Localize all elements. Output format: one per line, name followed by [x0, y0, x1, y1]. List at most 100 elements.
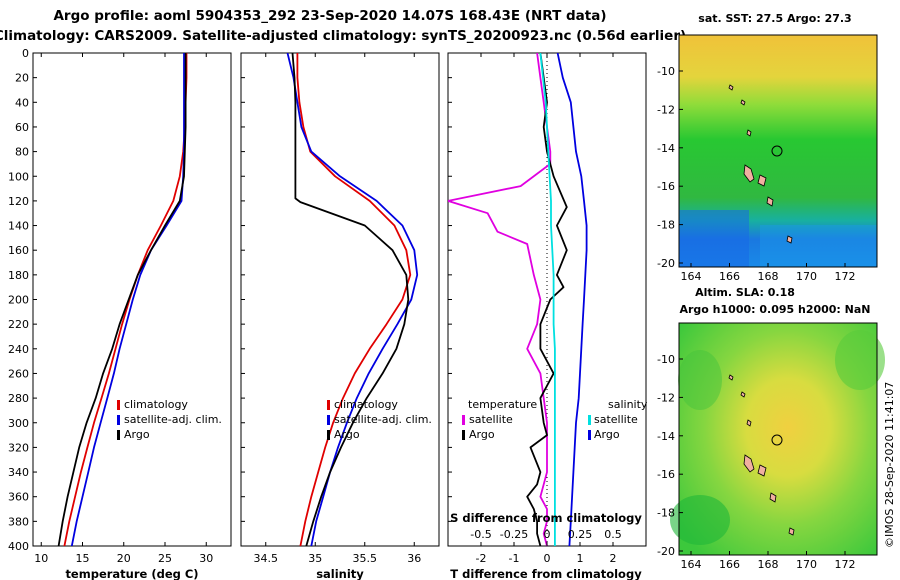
legend-label-argo: Argo [334, 428, 360, 441]
x-tick-label: 10 [34, 552, 48, 565]
island-shape [769, 492, 777, 503]
legend-label-temp-argo: Argo [469, 428, 495, 441]
legend-heading-salinity: salinity [608, 398, 648, 411]
depth-tick-label: 320 [8, 441, 29, 454]
lon-tick-label: 170 [796, 558, 817, 571]
legend-swatch-argo [117, 430, 120, 440]
x-tick-label: 1 [577, 552, 584, 565]
temperature-xlabel: temperature (deg C) [65, 567, 198, 580]
island-shape [728, 374, 734, 381]
title-line-2: Climatology: CARS2009. Satellite-adjuste… [0, 28, 686, 44]
lat-tick-label: -16 [657, 180, 675, 193]
depth-tick-label: 240 [8, 343, 29, 356]
depth-tick-label: 160 [8, 244, 29, 257]
island-shape [746, 129, 752, 137]
salinity-lines [286, 53, 419, 546]
island-shape [740, 391, 746, 398]
sst-map-axes: -10 -12 -14 -16 -18 -20 164 166 168 170 172 [657, 65, 855, 283]
x-tick-label: -1 [509, 552, 520, 565]
island-shape [757, 464, 767, 477]
sla-map-title-2: Argo h1000: 0.095 h2000: NaN [679, 303, 870, 316]
lon-tick-label: 164 [681, 270, 702, 283]
legend-label-climatology: climatology [334, 398, 398, 411]
island-shape [788, 527, 795, 536]
legend-label-sal-argo: Argo [594, 428, 620, 441]
difference-legend: temperature satellite Argo salinity sate… [462, 398, 648, 441]
argo-location-marker [771, 145, 783, 157]
lat-tick-label: -12 [657, 391, 675, 404]
depth-tick-label: 200 [8, 294, 29, 307]
legend-label-temp-satellite: satellite [469, 413, 513, 426]
x-tick-label: -2 [476, 552, 487, 565]
series-line-satellite-adj-clim- [286, 53, 419, 546]
s-tick-label: 0.25 [568, 528, 593, 541]
lat-tick-label: -20 [657, 545, 675, 558]
lat-tick-label: -14 [657, 142, 675, 155]
lon-tick-label: 164 [681, 558, 702, 571]
depth-tick-label: 100 [8, 170, 29, 183]
x-tick-label: 35 [308, 552, 322, 565]
salinity-panel-frame [240, 52, 440, 547]
legend-label-satellite: satellite-adj. clim. [124, 413, 222, 426]
x-tick-label: 15 [76, 552, 90, 565]
sla-map-title-1: Altim. SLA: 0.18 [695, 286, 795, 299]
series-line-climatology [296, 53, 412, 546]
depth-tick-label: 340 [8, 466, 29, 479]
x-tick-label: 36 [407, 552, 421, 565]
legend-swatch-climatology [327, 400, 330, 410]
s-difference-label: S difference from climatology [450, 511, 642, 525]
sla-low-patch [678, 350, 722, 410]
sla-map-axes: -10 -12 -14 -16 -18 -20 164 166 168 170 172 [657, 353, 855, 571]
lon-tick-label: 172 [835, 558, 856, 571]
lon-tick-label: 168 [758, 270, 779, 283]
islands [728, 84, 793, 244]
series-line-salinity-argo [556, 53, 588, 546]
sst-map-frame [678, 34, 878, 268]
legend-swatch-sal-argo [588, 430, 591, 440]
island-shape [786, 235, 793, 244]
depth-tick-label: 180 [8, 269, 29, 282]
island-shape [746, 419, 752, 427]
lat-tick-label: -14 [657, 430, 675, 443]
x-tick-label: 30 [199, 552, 213, 565]
legend-swatch-temp-satellite [462, 415, 465, 425]
legend-swatch-argo [327, 430, 330, 440]
series-line-climatology [63, 53, 188, 546]
island-shape [743, 454, 755, 473]
legend-swatch-satellite [327, 415, 330, 425]
x-tick-label: 20 [117, 552, 131, 565]
sla-low-patch [670, 495, 730, 545]
series-line-satellite-adj-clim- [70, 53, 185, 546]
island-shape [766, 196, 774, 207]
lat-tick-label: -20 [657, 257, 675, 270]
t-difference-xlabel: T difference from climatology [450, 567, 642, 580]
depth-tick-label: 400 [8, 540, 29, 553]
lon-tick-label: 166 [719, 270, 740, 283]
depth-tick-label: 140 [8, 220, 29, 233]
legend-swatch-climatology [117, 400, 120, 410]
series-line-salinity-satellite [539, 53, 556, 546]
legend-label-satellite: satellite-adj. clim. [334, 413, 432, 426]
depth-tick-label: 120 [8, 195, 29, 208]
s-tick-label: -0.25 [500, 528, 528, 541]
depth-tick-label: 260 [8, 367, 29, 380]
lat-tick-label: -10 [657, 65, 675, 78]
s-tick-label: 0.5 [604, 528, 622, 541]
sla-map-frame [678, 322, 878, 556]
depth-tick-label: 0 [22, 47, 29, 60]
difference-lines [448, 53, 588, 546]
depth-tick-label: 60 [15, 121, 29, 134]
series-line-argo [291, 53, 410, 546]
lat-tick-label: -10 [657, 353, 675, 366]
lon-tick-label: 172 [835, 270, 856, 283]
depth-tick-label: 40 [15, 96, 29, 109]
series-line-argo [57, 53, 187, 546]
sst-cool-patch [679, 210, 749, 267]
salinity-legend: climatology satellite-adj. clim. Argo [327, 398, 432, 441]
legend-label-sal-satellite: satellite [594, 413, 638, 426]
x-tick-label: 0 [544, 552, 551, 565]
series-line-temperature-satellite [448, 53, 552, 546]
lat-tick-label: -12 [657, 103, 675, 116]
legend-swatch-temp-argo [462, 430, 465, 440]
